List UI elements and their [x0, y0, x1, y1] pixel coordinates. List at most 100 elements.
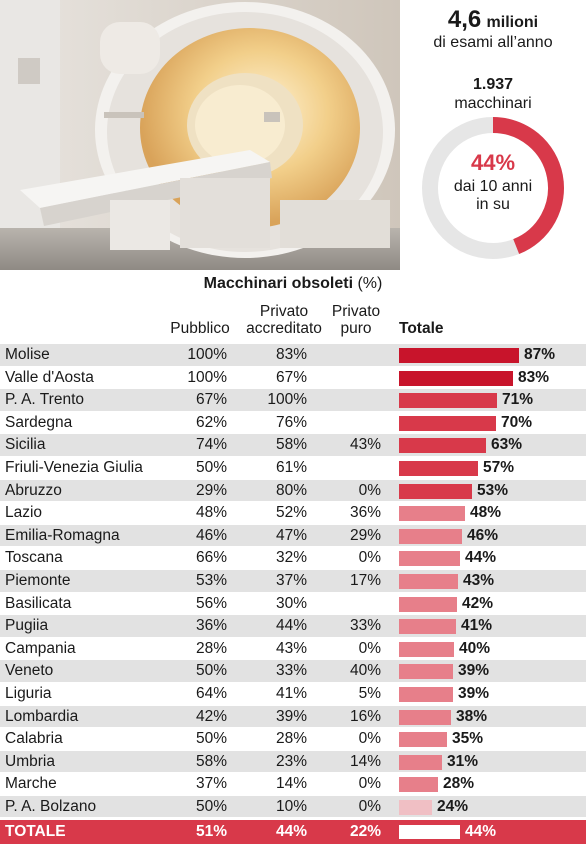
cell-pubblico: 56% — [195, 594, 227, 612]
cell-puro: 16% — [349, 707, 381, 725]
cell-puro: 14% — [349, 752, 381, 770]
total-value-label: 40% — [459, 639, 491, 657]
region-name: Toscana — [5, 549, 63, 567]
cell-puro: 36% — [349, 504, 381, 522]
cell-pubblico: 58% — [195, 752, 227, 770]
total-bar — [399, 348, 519, 363]
mri-scanner-photo — [0, 0, 400, 270]
cell-pubblico: 46% — [195, 526, 227, 544]
total-bar — [399, 415, 496, 431]
region-name: Molise — [5, 346, 50, 363]
region-table: Molise 100% 83% 87% Valle d'Aosta 100% 67% 83% P… — [0, 343, 586, 818]
total-value-label: 46% — [467, 526, 499, 544]
table-row: Lazio 48% 52% 36% 48% — [0, 501, 586, 524]
table-row: Sardegna 62% 76% 70% — [0, 410, 586, 434]
region-name: Abruzzo — [5, 481, 62, 499]
total-label: TOTALE — [5, 823, 66, 840]
total-bar — [399, 825, 460, 839]
table-row: Pugiia 36% 44% 33% 41% — [0, 614, 586, 637]
total-bar — [399, 573, 458, 589]
total-bar — [399, 393, 497, 409]
table-row: P. A. Bolzano 50% 10% 0% 24% — [0, 794, 586, 818]
cell-accreditato: 39% — [275, 707, 307, 725]
cell-puro: 0% — [358, 775, 381, 793]
region-name: P. A. Trento — [5, 391, 84, 409]
cell-accreditato: 58% — [275, 436, 307, 454]
cell-accreditato: 52% — [275, 504, 307, 522]
header-accreditato-line2: accreditato — [246, 320, 322, 337]
table-row: Piemonte 53% 37% 17% 43% — [0, 568, 586, 592]
total-value-label: 71% — [502, 391, 534, 409]
cell-accreditato: 23% — [275, 752, 307, 770]
table-row: Toscana 66% 32% 0% 44% — [0, 546, 586, 569]
cell-pubblico: 50% — [195, 458, 227, 476]
table-row: Veneto 50% 33% 40% 39% — [0, 659, 586, 682]
total-value-label: 24% — [437, 797, 469, 815]
table-row: Campania 28% 43% 0% 40% — [0, 636, 586, 660]
total-value-label: 28% — [443, 775, 475, 793]
cell-pubblico: 37% — [195, 775, 227, 793]
region-name: Valle d'Aosta — [5, 368, 94, 386]
total-pubblico: 51% — [195, 823, 227, 840]
cell-accreditato: 67% — [275, 368, 307, 386]
cell-accreditato: 47% — [275, 526, 307, 544]
header-accreditato-line1: Privato — [259, 303, 309, 320]
total-bar — [399, 438, 486, 454]
table-row: Liguria 64% 41% 5% 39% — [0, 681, 586, 705]
cell-pubblico: 50% — [195, 730, 227, 748]
chart-title: Macchinari obsoleti (%) — [0, 275, 586, 293]
cell-pubblico: 64% — [195, 684, 227, 702]
cell-puro: 0% — [358, 730, 381, 748]
table-row: Sicilia 74% 58% 43% 63% — [0, 433, 586, 456]
donut-percent: 44% — [470, 150, 516, 175]
stats-panel: 4,6 milioni di esami all’anno 1.937 macc… — [400, 0, 586, 270]
total-bar — [399, 664, 453, 680]
obsolete-donut-chart — [422, 117, 564, 259]
exams-value: 4,6 — [447, 6, 482, 33]
machines-label: macchinari — [454, 95, 532, 112]
cell-pubblico: 53% — [195, 571, 227, 589]
total-bar — [399, 777, 438, 793]
total-value-label: 44% — [465, 549, 497, 567]
region-name: Lombardia — [5, 707, 79, 725]
cell-pubblico: 42% — [195, 707, 227, 725]
header-puro-line1: Privato — [331, 303, 381, 320]
cell-accreditato: 33% — [275, 662, 307, 680]
total-value-label: 38% — [456, 707, 488, 725]
cell-puro: 17% — [349, 571, 381, 589]
cell-puro: 0% — [358, 797, 381, 815]
total-value-label: 41% — [461, 617, 493, 635]
region-name: Lazio — [5, 504, 43, 522]
total-value-label: 31% — [447, 752, 479, 770]
total-bar — [399, 528, 462, 544]
total-bar — [399, 506, 465, 522]
total-value: 44% — [465, 823, 497, 840]
table-row: Emilia-Romagna 46% 47% 29% 46% — [0, 523, 586, 547]
cell-accreditato: 43% — [275, 639, 307, 657]
region-name: Emilia-Romagna — [5, 526, 120, 544]
total-bar — [399, 754, 442, 770]
exams-label: di esami all’anno — [433, 34, 553, 51]
cell-pubblico: 66% — [195, 549, 227, 567]
total-bar — [399, 619, 456, 635]
region-name: Veneto — [5, 662, 54, 680]
total-value-label: 87% — [524, 346, 556, 363]
cell-pubblico: 36% — [195, 617, 227, 635]
region-name: Campania — [5, 639, 76, 657]
table-row: Lombardia 42% 39% 16% 38% — [0, 704, 586, 728]
table-row: Abruzzo 29% 80% 0% 53% — [0, 478, 586, 502]
cell-pubblico: 48% — [195, 504, 227, 522]
cell-accreditato: 14% — [275, 775, 307, 793]
cell-puro: 33% — [349, 617, 381, 635]
total-bar — [399, 370, 513, 386]
total-value-label: 70% — [501, 413, 533, 431]
total-row: TOTALE 51% 44% 22% 44% — [0, 820, 586, 844]
table-row: Friuli-Venezia Giulia 50% 61% 57% — [0, 455, 586, 479]
region-name: Calabria — [5, 730, 63, 748]
cell-accreditato: 61% — [275, 458, 307, 476]
machines-value: 1.937 — [472, 76, 514, 93]
cell-accreditato: 80% — [275, 481, 307, 499]
cell-puro: 40% — [349, 662, 381, 680]
total-accreditato: 44% — [275, 823, 307, 840]
cell-puro: 29% — [349, 526, 381, 544]
